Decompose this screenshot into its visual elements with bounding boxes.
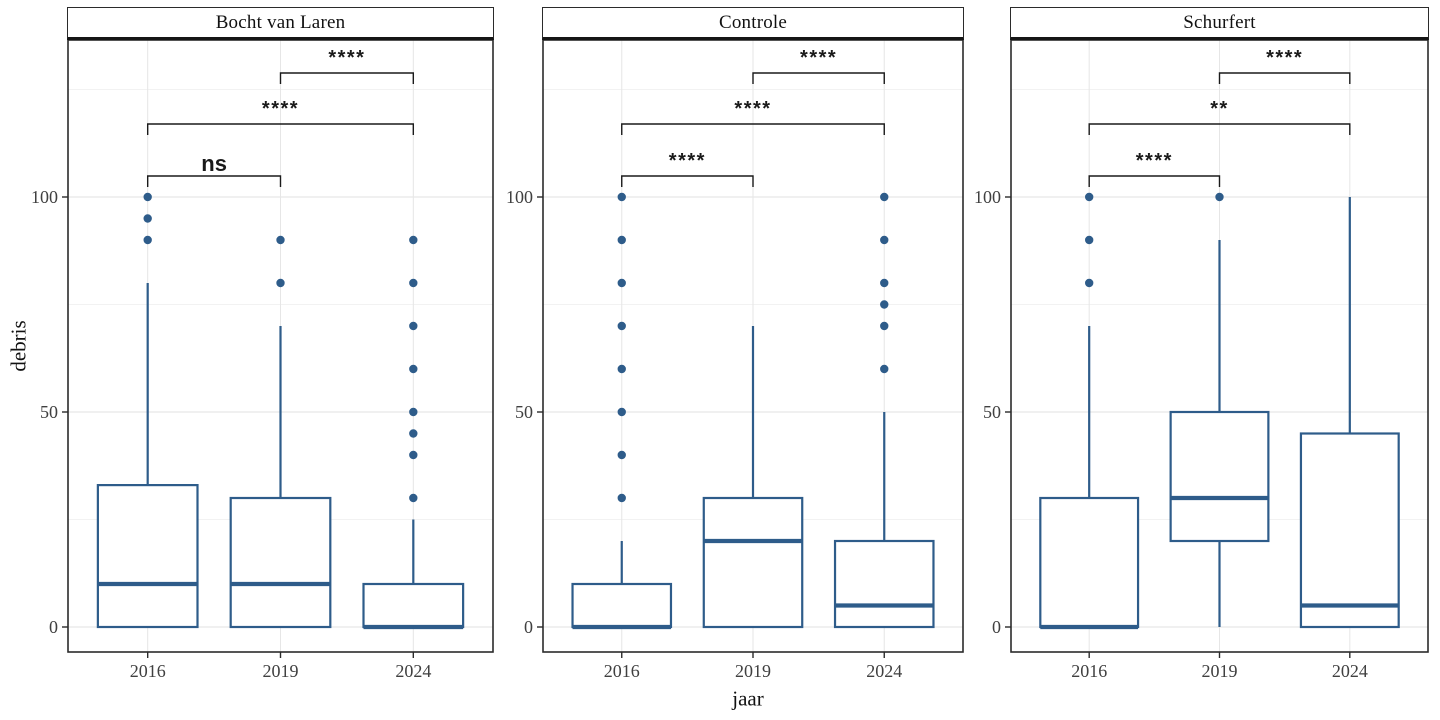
- significance-label: ****: [1136, 150, 1173, 172]
- y-tick-label: 50: [40, 402, 58, 422]
- significance-bracket: [621, 123, 885, 135]
- y-tick-label: 0: [49, 617, 58, 637]
- box-iqr: [702, 496, 804, 629]
- significance-bracket: [279, 72, 415, 84]
- facet-strip-controle: Controle: [542, 7, 964, 40]
- significance-label: ****: [734, 98, 771, 120]
- significance-label: ****: [262, 98, 299, 120]
- x-tick-label: 2019: [735, 661, 771, 681]
- outlier-dot: [880, 192, 889, 202]
- box-iqr: [1039, 496, 1140, 629]
- x-tick-label: 2016: [1071, 661, 1107, 681]
- outlier-dot: [617, 321, 626, 331]
- outlier-dot: [617, 278, 626, 288]
- significance-bracket: [752, 72, 885, 84]
- outlier-dot: [880, 300, 889, 309]
- x-tick-label: 2019: [263, 661, 299, 681]
- y-tick-label: 100: [506, 187, 533, 207]
- boxplot-2016: [571, 192, 673, 630]
- outlier-dot: [617, 364, 626, 374]
- significance-bracket: [621, 175, 754, 187]
- significance-bracket: [146, 123, 415, 135]
- outlier-dot: [880, 235, 889, 245]
- x-tick-label: 2016: [130, 661, 166, 681]
- x-tick-label: 2016: [604, 661, 640, 681]
- outlier-dot: [143, 192, 152, 202]
- boxplot-2019: [229, 235, 332, 629]
- facet-title: Bocht van Laren: [215, 11, 346, 33]
- facet-strip-bocht-van-laren: Bocht van Laren: [67, 7, 494, 40]
- facet-panel-2: 0 50 100 2016 2019 2024 **** **** ****: [506, 39, 964, 681]
- boxplot-2024: [362, 235, 465, 630]
- outlier-dot: [409, 364, 418, 374]
- facet-title: Schurfert: [1183, 11, 1256, 33]
- boxplot-2019: [702, 326, 804, 629]
- y-tick-label: 50: [983, 402, 1001, 422]
- significance-label: ****: [669, 150, 706, 172]
- outlier-dot: [1084, 278, 1094, 288]
- significance-bracket: [146, 175, 282, 187]
- box-iqr: [362, 582, 465, 629]
- significance-label: ****: [328, 47, 365, 69]
- outlier-dot: [409, 450, 418, 460]
- outlier-dot: [880, 321, 889, 331]
- outlier-dot: [1084, 192, 1094, 202]
- x-tick-label: 2024: [1332, 661, 1368, 681]
- box-iqr: [96, 484, 199, 629]
- outlier-dot: [409, 429, 418, 438]
- outlier-dot: [1215, 192, 1224, 202]
- facet-strip-schurfert: Schurfert: [1010, 7, 1429, 40]
- outlier-dot: [617, 235, 626, 245]
- significance-label: ****: [800, 47, 837, 69]
- box-iqr: [1299, 432, 1400, 629]
- significance-label: **: [1210, 98, 1229, 120]
- boxplot-2024: [833, 192, 935, 629]
- outlier-dot: [143, 235, 152, 245]
- y-axis-title: debris: [6, 320, 31, 372]
- outlier-dot: [276, 235, 285, 245]
- facet-panel-1: 0 50 100 2016 2019 2024 ns **** ****: [31, 39, 494, 681]
- x-tick-label: 2019: [1202, 661, 1238, 681]
- significance-label: ns: [201, 151, 227, 176]
- box-iqr: [1169, 410, 1270, 543]
- boxplot-2019: [1169, 192, 1270, 627]
- outlier-dot: [617, 493, 626, 503]
- outlier-dot: [409, 407, 418, 417]
- significance-bracket: [1088, 123, 1351, 135]
- facet-title: Controle: [718, 11, 788, 33]
- outlier-dot: [143, 214, 152, 223]
- outlier-dot: [617, 407, 626, 417]
- outlier-dot: [617, 450, 626, 460]
- outlier-dot: [409, 278, 418, 288]
- significance-bracket: [1088, 175, 1221, 187]
- y-tick-label: 0: [524, 617, 533, 637]
- x-axis-title: jaar: [732, 686, 764, 711]
- box-iqr: [229, 496, 332, 629]
- box-iqr: [833, 539, 935, 629]
- outlier-dot: [409, 493, 418, 503]
- y-tick-label: 100: [31, 187, 58, 207]
- outlier-dot: [880, 364, 889, 374]
- x-tick-label: 2024: [395, 661, 431, 681]
- outlier-dot: [409, 235, 418, 245]
- box-iqr: [571, 582, 673, 629]
- significance-bracket: [1218, 72, 1351, 84]
- outlier-dot: [276, 278, 285, 288]
- outlier-dot: [617, 192, 626, 202]
- y-tick-label: 0: [992, 617, 1001, 637]
- boxplot-2016: [96, 192, 199, 629]
- outlier-dot: [409, 321, 418, 331]
- y-tick-label: 100: [974, 187, 1001, 207]
- significance-label: ****: [1266, 47, 1303, 69]
- x-tick-label: 2024: [866, 661, 902, 681]
- outlier-dot: [880, 278, 889, 288]
- outlier-dot: [1084, 235, 1094, 245]
- boxplot-2024: [1299, 197, 1400, 629]
- boxplot-2016: [1039, 192, 1140, 630]
- y-tick-label: 50: [515, 402, 533, 422]
